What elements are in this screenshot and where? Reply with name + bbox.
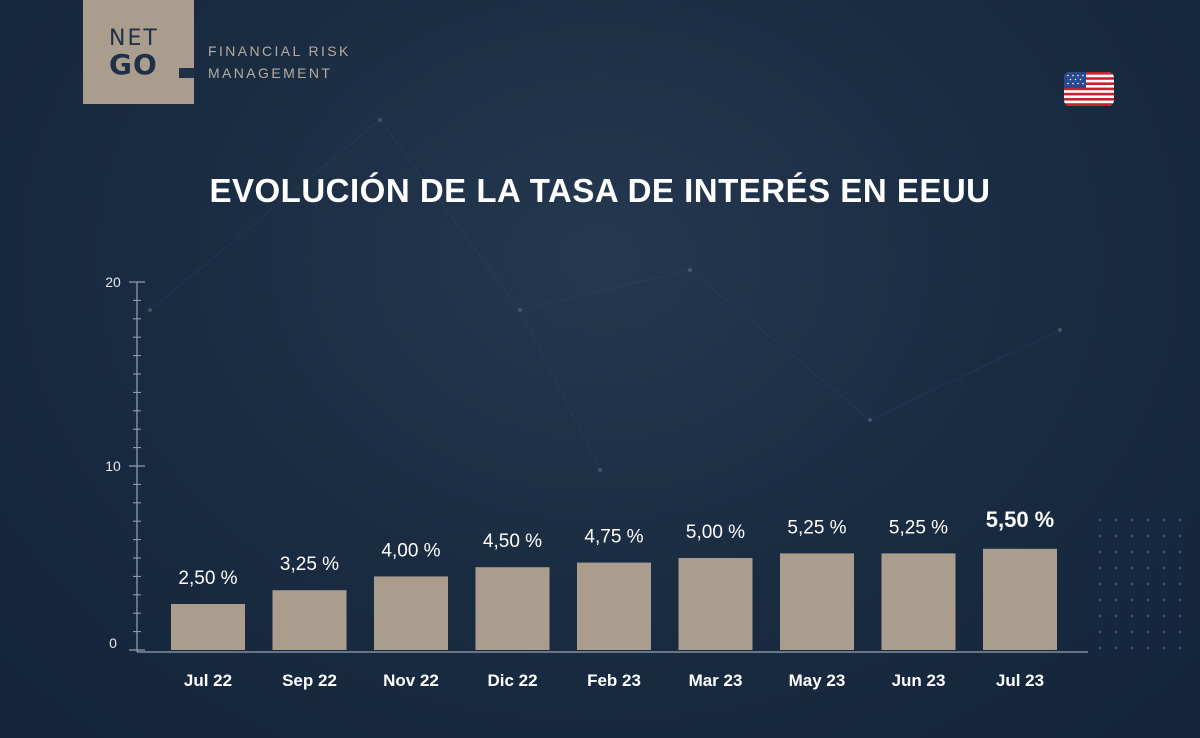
chart-title: EVOLUCIÓN DE LA TASA DE INTERÉS EN EEUU: [209, 172, 991, 209]
decor-dot: [1146, 582, 1150, 586]
decor-dot: [1130, 582, 1134, 586]
bar-value-label: 4,00 %: [381, 540, 440, 561]
decor-dot: [1098, 534, 1102, 538]
bar: [374, 576, 448, 650]
bar: [577, 562, 651, 650]
bar: [780, 553, 854, 650]
decor-dot: [1162, 614, 1166, 618]
decor-dot: [1162, 566, 1166, 570]
x-tick-label: Jul 23: [996, 671, 1044, 690]
decor-dot: [1114, 582, 1118, 586]
decor-dot: [1178, 630, 1182, 634]
x-tick-label: Feb 23: [587, 671, 641, 690]
decor-dot: [1114, 534, 1118, 538]
decor-dot: [1178, 614, 1182, 618]
decor-dot: [1146, 630, 1150, 634]
decor-dot: [1130, 550, 1134, 554]
decor-dot: [1130, 566, 1134, 570]
decor-dot: [1178, 518, 1182, 522]
decor-dot: [1178, 646, 1182, 650]
decor-dot: [1098, 598, 1102, 602]
decor-dot: [1162, 598, 1166, 602]
decor-dot: [1114, 550, 1118, 554]
logo-line2: GO: [109, 48, 158, 81]
decor-dot: [1114, 566, 1118, 570]
decor-dot: [1098, 518, 1102, 522]
decor-dot: [1098, 630, 1102, 634]
bar-value-label: 5,25 %: [787, 517, 846, 538]
decor-dot: [1098, 550, 1102, 554]
decor-dot: [1114, 518, 1118, 522]
decor-dot: [1130, 534, 1134, 538]
decor-dot: [1162, 582, 1166, 586]
bar-value-label: 4,75 %: [584, 527, 643, 548]
bar: [983, 548, 1057, 650]
decor-dot: [1098, 646, 1102, 650]
y-tick-label: 0: [109, 635, 117, 651]
tagline-line1: FINANCIAL RISK: [208, 43, 351, 59]
x-tick-label: May 23: [789, 671, 846, 690]
decor-dot: [1098, 614, 1102, 618]
logo-period-mark: [179, 68, 194, 78]
decor-dot: [1146, 598, 1150, 602]
decor-dot: [1098, 566, 1102, 570]
decor-dot: [1098, 582, 1102, 586]
decor-dot: [1162, 518, 1166, 522]
bar: [881, 553, 956, 650]
decor-dot: [1146, 518, 1150, 522]
decor-dot: [1146, 646, 1150, 650]
us-flag-icon: [1064, 72, 1114, 106]
bar-value-label: 5,50 %: [986, 507, 1055, 532]
decor-dot: [1114, 646, 1118, 650]
bar-value-label: 2,50 %: [178, 568, 237, 589]
x-tick-label: Dic 22: [487, 671, 537, 690]
x-tick-label: Sep 22: [282, 671, 337, 690]
decor-dot: [1178, 534, 1182, 538]
bar: [171, 604, 245, 650]
decor-dot: [1130, 518, 1134, 522]
decor-dot: [1178, 550, 1182, 554]
bar: [475, 567, 550, 650]
decor-dot: [1130, 614, 1134, 618]
bar-value-label: 5,25 %: [889, 517, 948, 538]
x-tick-label: Nov 22: [383, 671, 439, 690]
decor-dot: [1146, 566, 1150, 570]
decor-dot: [1162, 630, 1166, 634]
decor-dot: [1162, 534, 1166, 538]
decor-dot: [1162, 646, 1166, 650]
bar: [678, 558, 753, 650]
y-tick-label: 20: [105, 274, 121, 290]
logo-line1: NET: [109, 26, 159, 51]
y-tick-label: 10: [105, 458, 121, 474]
decor-dot: [1130, 646, 1134, 650]
decor-dot: [1178, 598, 1182, 602]
bar-value-label: 4,50 %: [483, 531, 542, 552]
x-tick-label: Jun 23: [892, 671, 946, 690]
bar-value-label: 3,25 %: [280, 554, 339, 575]
decor-dot: [1146, 614, 1150, 618]
decor-dot: [1146, 550, 1150, 554]
company-logo: NET GO: [83, 0, 194, 104]
bar-value-label: 5,00 %: [686, 522, 745, 543]
decor-dot: [1146, 534, 1150, 538]
bar: [272, 590, 347, 650]
tagline-line2: MANAGEMENT: [208, 65, 333, 81]
x-tick-label: Jul 22: [184, 671, 232, 690]
decor-dot: [1114, 598, 1118, 602]
x-tick-label: Mar 23: [689, 671, 743, 690]
decor-dot: [1130, 598, 1134, 602]
decor-dot: [1178, 566, 1182, 570]
decor-dot: [1114, 614, 1118, 618]
decor-dot: [1114, 630, 1118, 634]
logo-tagline: FINANCIAL RISK MANAGEMENT: [208, 40, 388, 84]
decor-dot: [1178, 582, 1182, 586]
decor-dot: [1162, 550, 1166, 554]
decor-dot: [1130, 630, 1134, 634]
